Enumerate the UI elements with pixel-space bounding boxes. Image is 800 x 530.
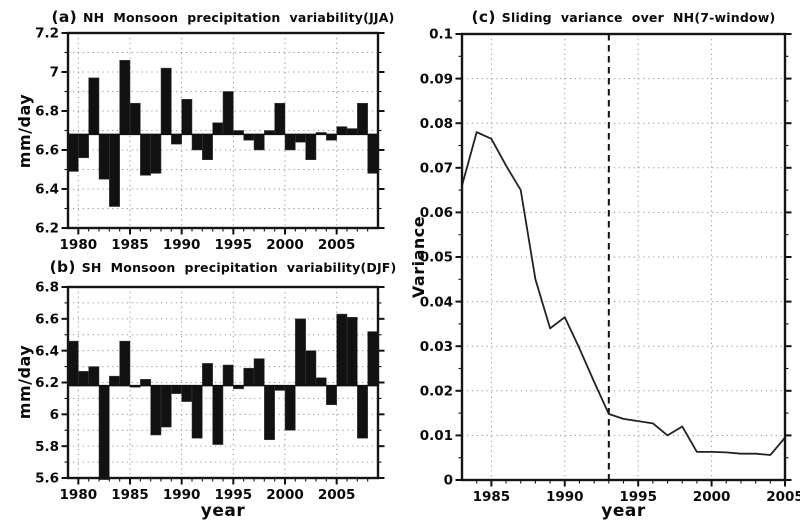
svg-text:2005: 2005 <box>318 487 356 503</box>
svg-text:5.6: 5.6 <box>35 471 59 487</box>
svg-text:1995: 1995 <box>215 487 253 503</box>
svg-text:6.4: 6.4 <box>35 343 59 359</box>
svg-text:0.04: 0.04 <box>420 294 453 310</box>
svg-text:1985: 1985 <box>111 237 149 253</box>
svg-text:0.05: 0.05 <box>420 250 453 266</box>
svg-text:2005: 2005 <box>318 237 356 253</box>
panel-c-title-prefix: (c) <box>471 8 496 26</box>
svg-text:6: 6 <box>50 407 59 423</box>
svg-text:1985: 1985 <box>473 489 511 505</box>
panel-b-plot: 5.6 5.8 6 6.2 6.4 6.6 6.8 1980 1985 1990 1995 2000 2… <box>35 280 385 503</box>
svg-text:0.06: 0.06 <box>420 205 453 221</box>
panel-a-title-text: NH Monsoon precipitation variability(JJA… <box>82 10 395 25</box>
svg-text:1990: 1990 <box>163 487 201 503</box>
svg-text:5.8: 5.8 <box>35 439 59 455</box>
svg-text:0.01: 0.01 <box>420 428 453 444</box>
svg-text:6.2: 6.2 <box>35 375 59 391</box>
svg-text:6.4: 6.4 <box>35 182 59 198</box>
svg-text:0.03: 0.03 <box>420 339 453 355</box>
svg-text:0.07: 0.07 <box>420 161 453 177</box>
panel-b-xlabel: year <box>200 501 246 521</box>
panel-a-title-prefix: (a) <box>51 8 77 26</box>
svg-text:0: 0 <box>444 473 453 489</box>
panel-c-title: (c) Sliding variance over NH(7-window) <box>462 8 785 26</box>
svg-text:0.1: 0.1 <box>429 27 453 43</box>
svg-text:1995: 1995 <box>215 237 253 253</box>
svg-text:6.8: 6.8 <box>35 104 59 120</box>
svg-text:0.02: 0.02 <box>420 384 453 400</box>
svg-text:1980: 1980 <box>60 487 98 503</box>
svg-text:6.6: 6.6 <box>35 143 59 159</box>
panel-a-title: (a) NH Monsoon precipitation variability… <box>51 8 394 26</box>
panel-c-title-text: Sliding variance over NH(7-window) <box>501 10 776 25</box>
panel-b-title-text: SH Monsoon precipitation variability(DJF… <box>81 260 397 275</box>
svg-text:0.09: 0.09 <box>420 71 453 87</box>
svg-text:1990: 1990 <box>546 489 584 505</box>
svg-text:1995: 1995 <box>619 489 657 505</box>
svg-text:2000: 2000 <box>266 237 304 253</box>
svg-text:1980: 1980 <box>60 237 98 253</box>
svg-text:6.6: 6.6 <box>35 312 59 328</box>
svg-text:6.2: 6.2 <box>35 221 59 237</box>
svg-text:6.8: 6.8 <box>35 280 59 296</box>
svg-text:1990: 1990 <box>163 237 201 253</box>
panel-c-plot: 0 0.01 0.02 0.03 0.04 0.05 0.06 0.07 0.08 0.09 0.1… <box>420 27 800 505</box>
panel-b-title: (b) SH Monsoon precipitation variability… <box>50 258 397 276</box>
svg-text:1985: 1985 <box>111 487 149 503</box>
svg-text:2005: 2005 <box>766 489 800 505</box>
svg-text:0.08: 0.08 <box>420 116 453 132</box>
panel-b-title-prefix: (b) <box>49 258 76 276</box>
svg-text:2000: 2000 <box>266 487 304 503</box>
svg-text:2000: 2000 <box>693 489 731 505</box>
svg-text:7: 7 <box>50 65 59 81</box>
panel-c-xlabel: year <box>601 501 646 521</box>
svg-text:7.2: 7.2 <box>35 26 59 42</box>
panel-a-plot: 6.2 6.4 6.6 6.8 7 7.2 1980 1985 1990 1995 2000 2005 <box>35 26 385 253</box>
